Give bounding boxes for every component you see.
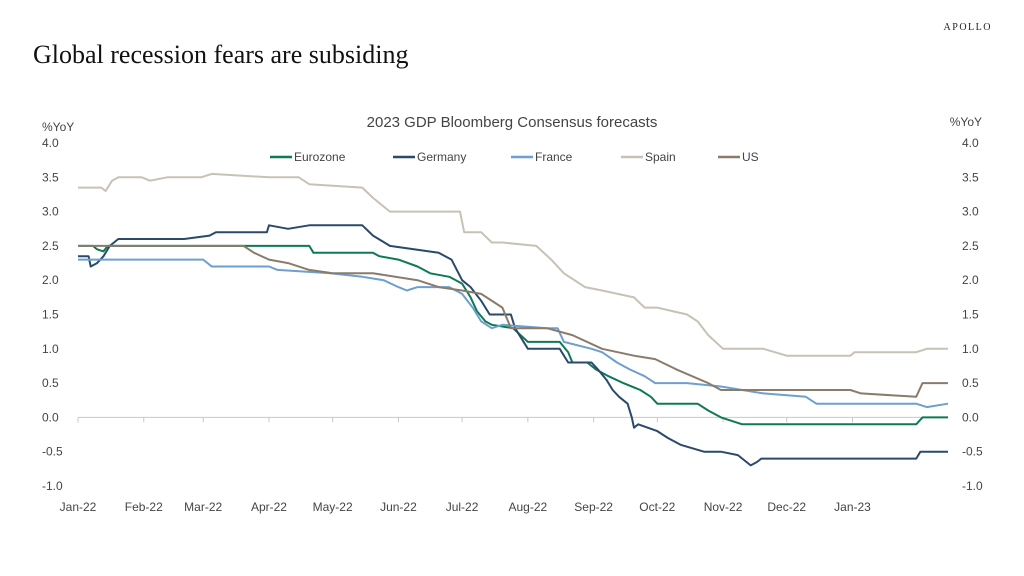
x-tick-label: Jan-22 bbox=[60, 500, 97, 514]
y-tick-right: 3.0 bbox=[962, 205, 979, 219]
x-tick-label: Sep-22 bbox=[574, 500, 613, 514]
y-tick-left: -1.0 bbox=[42, 479, 63, 493]
series-line-france bbox=[78, 258, 949, 409]
x-ticks: Jan-22 Feb-22 Mar-22 Apr-22 May-22 Jun-22 Jul-… bbox=[60, 417, 871, 514]
y-tick-left: 0.5 bbox=[42, 376, 59, 390]
y-tick-right: 1.5 bbox=[962, 308, 979, 322]
legend-label-us: US bbox=[742, 150, 759, 164]
series-line-us bbox=[78, 244, 948, 398]
series-line-spain bbox=[78, 172, 948, 357]
y-tick-right: 0.5 bbox=[962, 376, 979, 390]
chart-title: 2023 GDP Bloomberg Consensus forecasts bbox=[367, 114, 658, 131]
y-tick-left: 1.0 bbox=[42, 342, 59, 356]
legend-label-france: France bbox=[535, 150, 573, 164]
y-tick-right: 2.0 bbox=[962, 273, 979, 287]
y-tick-left: 1.5 bbox=[42, 308, 59, 322]
x-tick-label: Apr-22 bbox=[251, 500, 287, 514]
y-tick-left: -0.5 bbox=[42, 445, 63, 459]
x-tick-label: Dec-22 bbox=[767, 500, 806, 514]
series-line-germany bbox=[78, 224, 948, 467]
x-tick-label: Aug-22 bbox=[509, 500, 548, 514]
y-ticks-right: 4.0 3.5 3.0 2.5 2.0 1.5 1.0 0.5 0.0 -0.5 -1.0 bbox=[962, 136, 983, 493]
x-tick-label: Nov-22 bbox=[704, 500, 743, 514]
y-tick-left: 2.5 bbox=[42, 239, 59, 253]
y-axis-label-left: %YoY bbox=[42, 120, 74, 134]
brand-logo-text: APOLLO bbox=[943, 22, 992, 33]
y-tick-left: 3.0 bbox=[42, 205, 59, 219]
series-line-eurozone bbox=[78, 244, 948, 426]
x-tick-label: May-22 bbox=[313, 500, 353, 514]
y-tick-right: 1.0 bbox=[962, 342, 979, 356]
y-tick-right: 0.0 bbox=[962, 410, 979, 424]
y-tick-right: 3.5 bbox=[962, 170, 979, 184]
y-tick-left: 4.0 bbox=[42, 136, 59, 150]
legend-label-eurozone: Eurozone bbox=[294, 150, 346, 164]
chart-legend: Eurozone Germany France Spain US bbox=[270, 150, 759, 164]
y-tick-right: -0.5 bbox=[962, 445, 983, 459]
x-tick-label: Jul-22 bbox=[446, 500, 479, 514]
y-tick-left: 3.5 bbox=[42, 170, 59, 184]
y-tick-left: 0.0 bbox=[42, 410, 59, 424]
x-tick-label: Feb-22 bbox=[125, 500, 163, 514]
x-tick-label: Oct-22 bbox=[639, 500, 675, 514]
y-tick-right: 2.5 bbox=[962, 239, 979, 253]
page-headline: Global recession fears are subsiding bbox=[33, 40, 409, 69]
y-tick-right: -1.0 bbox=[962, 479, 983, 493]
y-tick-left: 2.0 bbox=[42, 273, 59, 287]
legend-label-spain: Spain bbox=[645, 150, 676, 164]
series-lines bbox=[78, 172, 949, 467]
x-tick-label: Jan-23 bbox=[834, 500, 871, 514]
y-ticks-left: 4.0 3.5 3.0 2.5 2.0 1.5 1.0 0.5 0.0 -0.5 -1.0 bbox=[42, 136, 63, 493]
y-axis-label-right: %YoY bbox=[950, 115, 982, 129]
y-tick-right: 4.0 bbox=[962, 136, 979, 150]
x-tick-label: Mar-22 bbox=[184, 500, 222, 514]
x-tick-label: Jun-22 bbox=[380, 500, 417, 514]
legend-label-germany: Germany bbox=[417, 150, 466, 164]
